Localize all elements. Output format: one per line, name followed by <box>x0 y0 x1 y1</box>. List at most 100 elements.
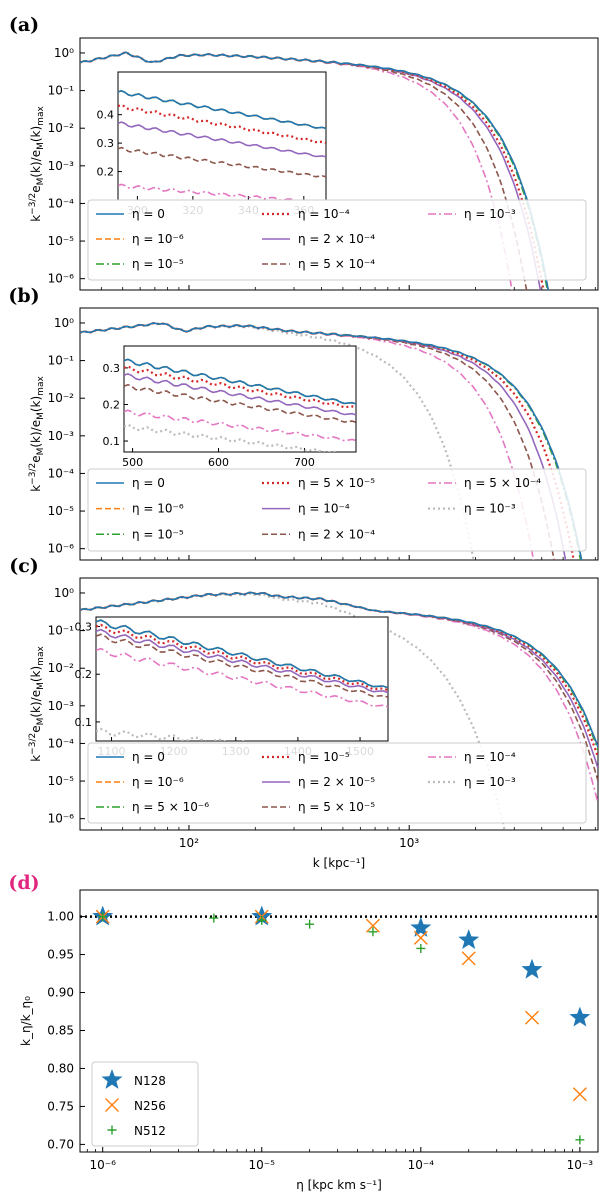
inset-series-line <box>96 647 388 708</box>
legend-label: η = 10⁻³ <box>464 502 516 516</box>
y-tick-label: 10⁻⁶ <box>48 272 75 286</box>
data-point-plus <box>305 919 315 929</box>
y-tick-label: 0.95 <box>47 948 74 962</box>
x-tick-label: 10⁻⁵ <box>249 1158 276 1172</box>
y-tick-label: 10⁻⁴ <box>48 196 75 210</box>
inset-series-line <box>96 628 388 694</box>
data-point-plus <box>107 1125 117 1135</box>
legend-label: η = 10⁻³ <box>464 207 516 221</box>
y-tick-label: 10⁻² <box>48 391 75 405</box>
inset-y-tick-label: 0.3 <box>97 137 115 150</box>
data-point-star <box>410 917 432 937</box>
y-tick-label: 1.00 <box>47 910 74 924</box>
y-tick-label: 10⁻² <box>48 121 75 135</box>
inset-y-tick-label: 0.2 <box>75 668 93 681</box>
y-axis-label: k−3/2eM(k)/eM(k)max <box>28 376 46 492</box>
series-line <box>80 591 598 758</box>
series-line <box>80 592 506 830</box>
panel-label: (b) <box>8 285 39 307</box>
panel-label: (c) <box>9 555 39 577</box>
legend-label: η = 5 × 10⁻⁴ <box>464 476 541 490</box>
inset-series-line <box>96 623 388 692</box>
data-point-x <box>105 1098 119 1112</box>
panel-3: (c) 10⁰ 10⁻¹ 10⁻² 10⁻³ 10⁻⁴ 10⁻⁵ 10⁻⁶ 10² 10³ k [k… <box>9 555 599 870</box>
y-tick-label: 10⁻¹ <box>48 354 75 368</box>
data-point-star <box>569 1006 591 1027</box>
panel-2: (b)10⁰10⁻¹10⁻²10⁻³10⁻⁴10⁻⁵10⁻⁶k−3/2eM(k)… <box>8 285 599 561</box>
legend-label: η = 2 × 10⁻⁴ <box>298 527 375 541</box>
legend-label: η = 10⁻⁶ <box>132 232 184 246</box>
y-axis-label-part: M <box>36 448 46 456</box>
panel-label: (a) <box>9 14 39 36</box>
inset-y-tick-label: 0.4 <box>97 109 115 122</box>
x-tick-label: 10² <box>179 836 199 850</box>
legend-label: η = 10⁻⁶ <box>132 502 184 516</box>
inset-frame <box>117 71 327 201</box>
inset-x-tick-label: 500 <box>122 456 143 469</box>
panel-1: (a)10⁰10⁻¹10⁻²10⁻³10⁻⁴10⁻⁵10⁻⁶k−3/2eM(k)… <box>9 14 599 291</box>
inset-curves <box>118 90 326 200</box>
y-axis-label-part: M <box>36 178 46 186</box>
legend-label: η = 5 × 10⁻⁵ <box>298 476 375 490</box>
y-tick-label: 10⁻¹ <box>48 624 75 638</box>
y-tick-label: 10⁻¹ <box>48 84 75 98</box>
y-tick-label: 0.80 <box>47 1061 74 1075</box>
x-tick-label: 10⁻⁴ <box>408 1158 435 1172</box>
data-point-plus <box>416 943 426 953</box>
inset-series-line <box>96 619 388 689</box>
data-point-x <box>365 918 380 933</box>
y-axis-label-part: −3/2 <box>28 193 38 215</box>
y-tick-label: 0.75 <box>47 1099 74 1113</box>
data-point-plus <box>98 912 108 922</box>
data-point-x <box>413 930 428 945</box>
x-tick-label: 10⁻⁶ <box>89 1158 116 1172</box>
data-point-star <box>521 958 543 979</box>
y-axis-label-part: M <box>36 412 46 420</box>
legend-label: η = 2 × 10⁻⁴ <box>298 232 375 246</box>
inset-series-line <box>96 633 388 699</box>
y-axis-label-part: (k) <box>29 126 43 142</box>
legend-label: η = 5 × 10⁻⁵ <box>298 800 375 814</box>
legend-label: η = 10⁻⁴ <box>298 207 350 221</box>
legend-label: η = 10⁻³ <box>464 775 516 789</box>
data-point-plus <box>257 915 267 925</box>
inset-series-line <box>118 90 326 130</box>
panel-label: (d) <box>8 872 39 894</box>
inset-series-line <box>124 372 356 416</box>
y-tick-label: 10⁻² <box>48 661 75 675</box>
y-tick-label: 10⁻⁴ <box>48 736 75 750</box>
y-tick-label: 10⁻⁵ <box>48 234 75 248</box>
y-axis-label-part: (k) <box>29 396 43 412</box>
y-axis-label-part: k <box>29 215 43 222</box>
curves <box>80 51 550 290</box>
legend-label: η = 2 × 10⁻⁵ <box>298 775 375 789</box>
y-tick-label: 10⁰ <box>54 46 74 60</box>
inset-series-line <box>118 146 326 178</box>
series-line <box>80 51 550 290</box>
inset-y-tick-label: 0.2 <box>103 398 121 411</box>
y-tick-label: 10⁰ <box>54 586 74 600</box>
inset-y-tick-label: 0.3 <box>103 362 121 375</box>
y-tick-label: 10⁰ <box>54 316 74 330</box>
legend-label: N128 <box>134 1074 166 1088</box>
y-axis-label-part: k <box>29 755 43 762</box>
inset-y-tick-label: 0.1 <box>103 435 121 448</box>
legend-label: η = 10⁻⁵ <box>132 527 184 541</box>
x-axis-label: η [kpc km s⁻¹] <box>296 1178 382 1192</box>
inset-y-tick-label: 0.1 <box>75 716 93 729</box>
data-point-x <box>524 1010 539 1025</box>
y-axis-label-part: −3/2 <box>28 733 38 755</box>
y-axis-label-part: max <box>36 646 46 666</box>
y-axis-label-part: max <box>36 106 46 126</box>
y-axis-label-part: (k)/e <box>29 150 43 178</box>
y-axis-label-part: M <box>36 142 46 150</box>
y-axis-label: k−3/2eM(k)/eM(k)max <box>28 106 46 222</box>
legend-label: N512 <box>134 1124 166 1138</box>
inset-curves <box>96 619 388 741</box>
legend-box <box>87 742 587 824</box>
legend-label: η = 10⁻⁶ <box>132 775 184 789</box>
y-axis-label-part: M <box>36 682 46 690</box>
legend-label: η = 0 <box>132 476 165 490</box>
y-tick-label: 0.70 <box>47 1137 74 1151</box>
